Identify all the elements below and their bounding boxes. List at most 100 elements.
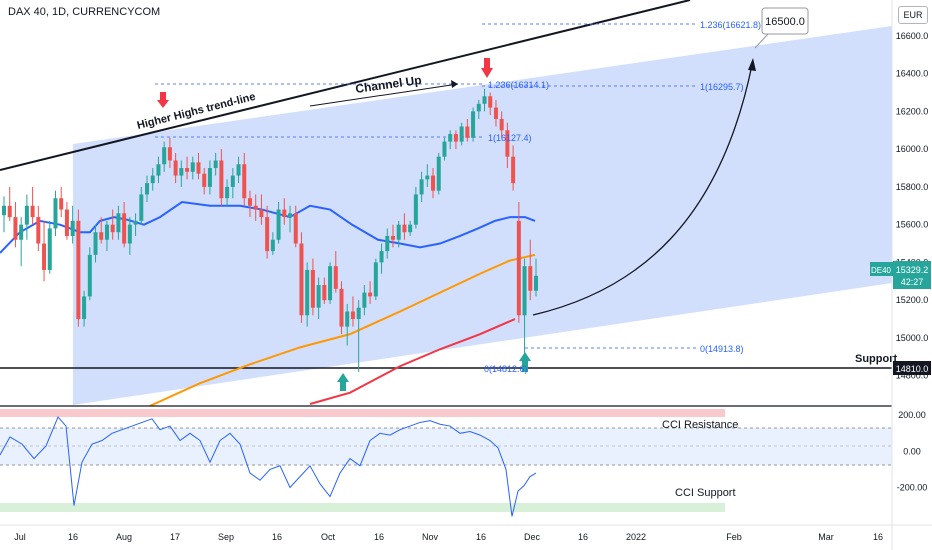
candle-body xyxy=(368,292,373,297)
price-axis-ticks: 16600.0 16400.0 16200.0 16000.0 15800.0 15600… xyxy=(896,31,929,381)
projection-arrow-head xyxy=(748,58,756,71)
candle-body xyxy=(408,224,413,233)
candle-body xyxy=(528,266,533,291)
candle-body xyxy=(322,285,327,301)
candle-body xyxy=(350,311,355,320)
time-tick-label: Sep xyxy=(218,532,234,542)
candle-body xyxy=(265,217,270,252)
candle-body xyxy=(202,173,207,187)
candle-body xyxy=(7,205,12,218)
candle-body xyxy=(493,107,498,119)
cci-tick-label: 200.00 xyxy=(898,410,926,420)
candles-group xyxy=(2,88,538,372)
candle-body xyxy=(122,213,127,244)
time-tick-label: Mar xyxy=(818,532,834,542)
candle-body xyxy=(76,220,81,320)
time-tick-label: 16 xyxy=(272,532,282,542)
last-price-label: 15329.2 xyxy=(896,265,929,275)
candle-body xyxy=(253,205,258,210)
price-tick-label: 14800.0 xyxy=(896,371,929,381)
ma100-line xyxy=(149,253,536,407)
candle-body xyxy=(488,96,493,108)
candle-body xyxy=(242,164,247,199)
candle-body xyxy=(499,118,504,131)
candle-body xyxy=(379,251,384,263)
cci-line xyxy=(0,416,537,517)
candle-body xyxy=(448,134,453,142)
candle-body xyxy=(133,220,138,225)
candle-body xyxy=(207,168,212,187)
time-tick-label: 2022 xyxy=(626,532,646,542)
candle-body xyxy=(2,205,6,216)
candle-body xyxy=(505,130,510,157)
symbol-tag xyxy=(870,262,893,276)
candle-body xyxy=(139,194,144,221)
candle-body xyxy=(459,126,464,142)
candle-body xyxy=(436,156,441,191)
candle-body xyxy=(104,224,109,240)
candle-body xyxy=(259,209,264,218)
candle-body xyxy=(419,179,424,195)
candle-body xyxy=(413,194,418,225)
candle-body xyxy=(333,266,338,289)
candle-body xyxy=(93,232,98,255)
candle-body xyxy=(362,292,367,308)
candle-body xyxy=(156,164,161,176)
candle-body xyxy=(42,243,47,270)
fib-label-16295: 1(16295.7) xyxy=(700,82,744,92)
candle-body xyxy=(116,213,121,233)
candle-body xyxy=(219,160,224,199)
price-tick-label: 16000.0 xyxy=(896,144,929,154)
price-tick-label: 16200.0 xyxy=(896,106,929,116)
candle-body xyxy=(431,175,436,191)
candle-body xyxy=(87,254,92,297)
candle-body xyxy=(316,285,321,308)
time-tick-label: Oct xyxy=(321,532,336,542)
candle-body xyxy=(59,198,64,210)
candle-body xyxy=(185,168,190,172)
candle-body xyxy=(110,224,115,233)
fib-label-top: 1.236(16621.8) xyxy=(700,20,761,30)
time-tick-label: 16 xyxy=(476,532,486,542)
candle-body xyxy=(196,162,201,174)
target-box[interactable] xyxy=(761,7,809,35)
candle-body xyxy=(190,162,195,172)
candle-body xyxy=(247,198,252,206)
candle-body xyxy=(402,224,407,233)
candle-body xyxy=(162,147,167,165)
candle-body xyxy=(482,96,487,104)
price-tick-label: 15600.0 xyxy=(896,220,929,230)
candle-body xyxy=(516,220,521,316)
candle-body xyxy=(345,311,350,327)
currency-button[interactable]: EUR xyxy=(898,6,928,24)
candle-body xyxy=(82,296,87,320)
time-tick-label: Feb xyxy=(726,532,742,542)
time-tick-label: Jul xyxy=(14,532,26,542)
candle-body xyxy=(373,262,378,297)
price-tick-label: 15000.0 xyxy=(896,333,929,343)
countdown-label: 42:27 xyxy=(901,277,924,287)
candle-body xyxy=(64,209,69,236)
candle-body xyxy=(471,111,476,138)
higher-highs-trend-line xyxy=(0,0,691,171)
candle-body xyxy=(24,205,29,225)
time-tick-label: 17 xyxy=(170,532,180,542)
cci-axis-ticks: 200.00 0.00 -200.00 xyxy=(897,410,928,492)
cci-resistance-label: CCI Resistance xyxy=(662,419,738,431)
time-tick-label: 16 xyxy=(873,532,883,542)
support-label: Support xyxy=(855,353,897,365)
candle-body xyxy=(30,205,35,218)
fib-label-16314: 1.236(16314.1) xyxy=(488,80,549,90)
last-price-tag xyxy=(893,261,931,289)
cci-resistance-band xyxy=(0,409,725,417)
time-tick-label: 16 xyxy=(578,532,588,542)
red-down-arrow-2 xyxy=(481,58,493,78)
candle-body xyxy=(213,160,218,169)
candle-body xyxy=(476,103,481,112)
cci-support-band xyxy=(0,503,725,512)
candle-body xyxy=(299,243,304,316)
candle-body xyxy=(390,235,395,240)
red-down-arrow-1 xyxy=(157,92,169,108)
candle-body xyxy=(356,307,361,320)
